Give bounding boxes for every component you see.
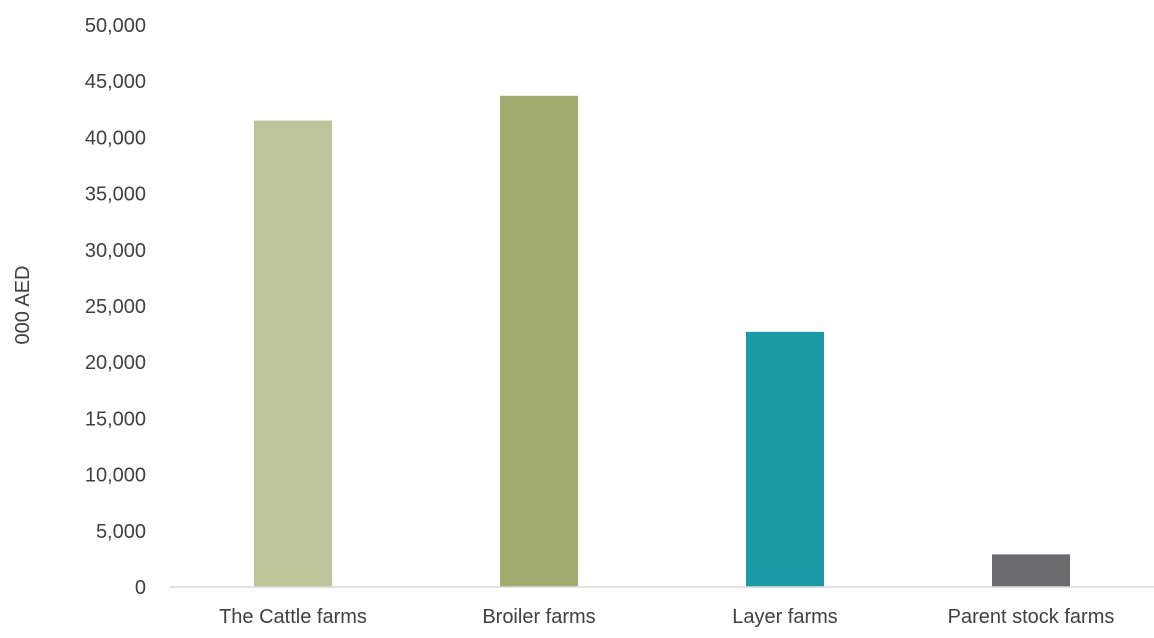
y-tick-label: 15,000 [85, 408, 146, 430]
x-tick-label: The Cattle farms [219, 606, 367, 628]
bar-series [254, 95, 1070, 587]
y-tick-label: 0 [135, 577, 146, 599]
bar-layer-farms [746, 331, 824, 587]
y-tick-label: 20,000 [85, 352, 146, 374]
x-axis-ticks: The Cattle farms Broiler farms Layer farms… [219, 606, 1114, 628]
y-axis-ticks: 0 5,000 10,000 15,000 20,000 25,000 30,000 35,0… [85, 15, 146, 599]
x-tick-label: Layer farms [732, 606, 838, 628]
y-tick-label: 25,000 [85, 296, 146, 318]
bar-parent-stock-farms [992, 554, 1070, 587]
y-tick-label: 35,000 [85, 184, 146, 206]
y-axis-label: 000 AED [12, 266, 34, 345]
y-tick-label: 40,000 [85, 127, 146, 149]
y-tick-label: 10,000 [85, 465, 146, 487]
y-tick-label: 45,000 [85, 71, 146, 93]
y-tick-label: 5,000 [96, 521, 146, 543]
bar-the-cattle-farms [254, 120, 332, 587]
y-tick-label: 50,000 [85, 15, 146, 37]
x-tick-label: Broiler farms [482, 606, 595, 628]
y-tick-label: 30,000 [85, 240, 146, 262]
x-tick-label: Parent stock farms [948, 606, 1115, 628]
bar-broiler-farms [500, 95, 578, 587]
